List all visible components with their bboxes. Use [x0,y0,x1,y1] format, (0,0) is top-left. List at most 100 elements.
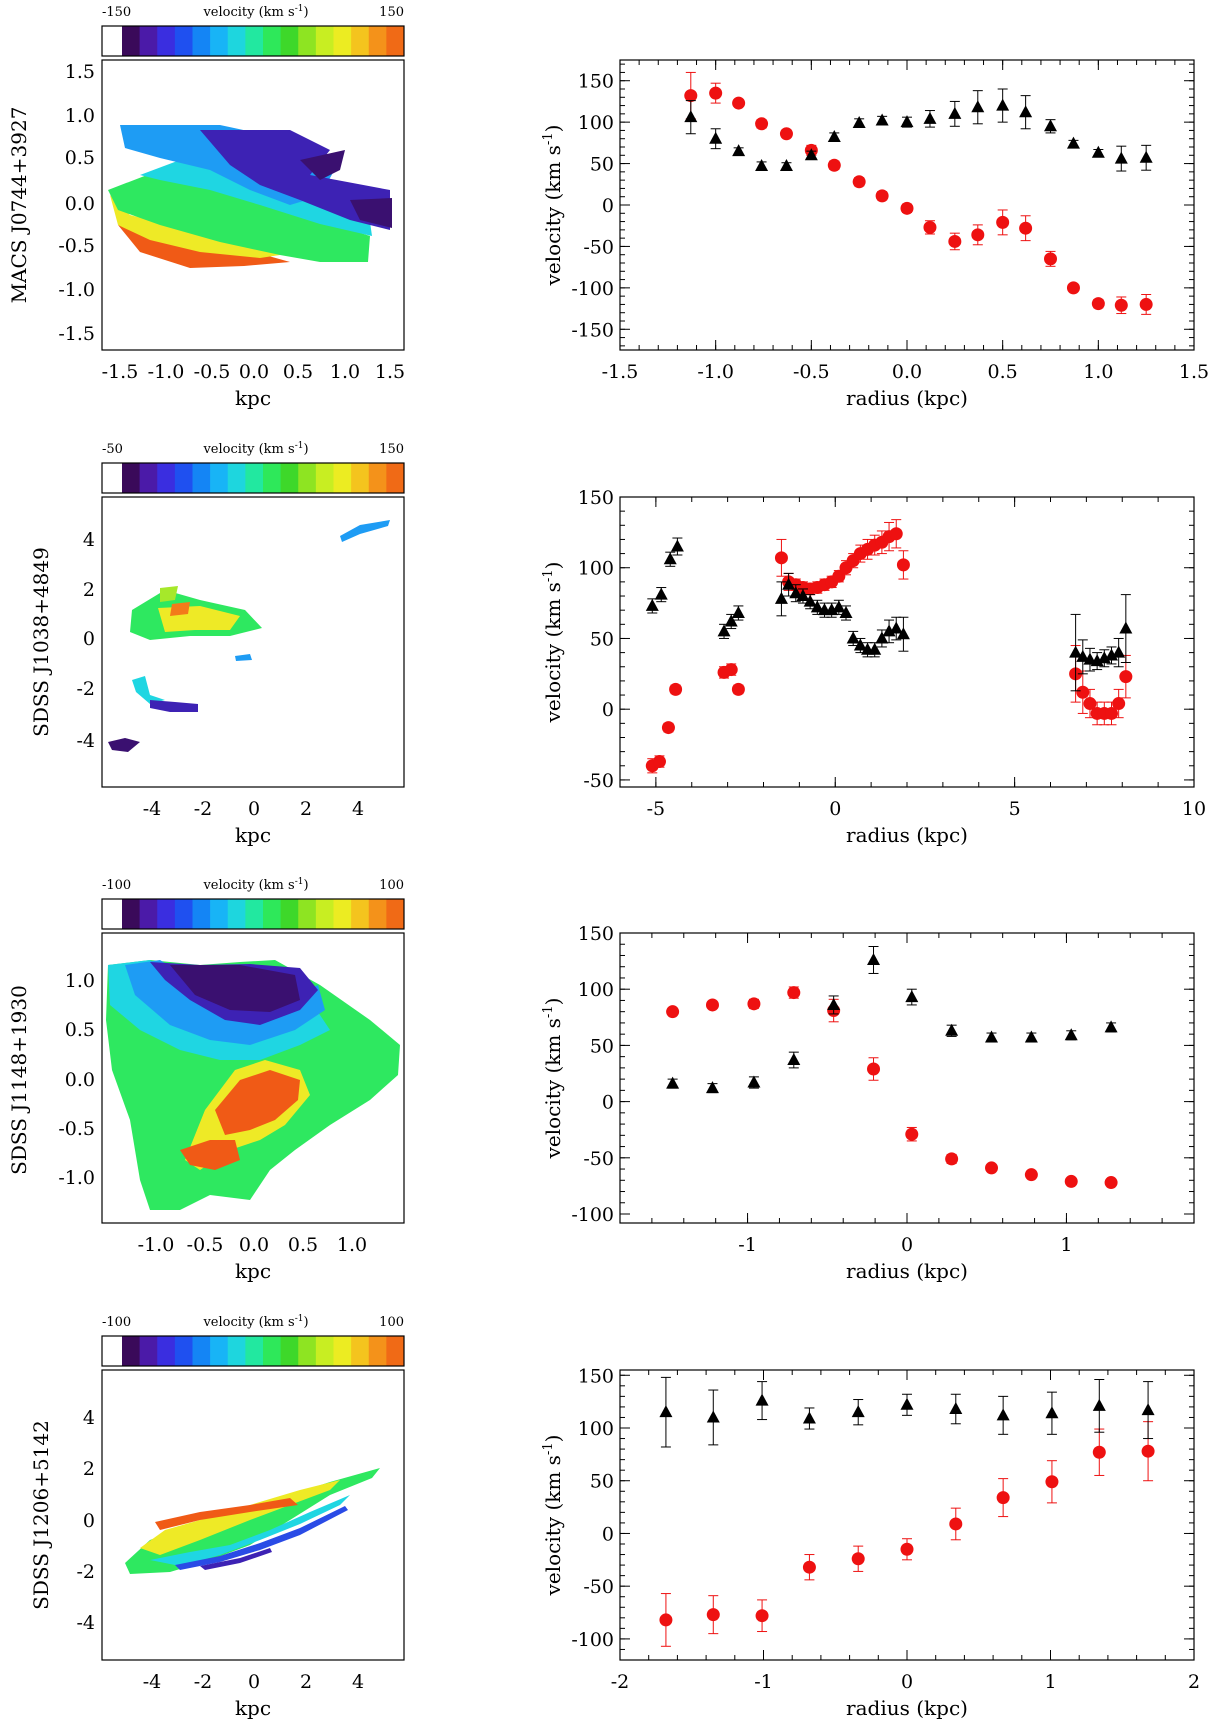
map-region-orange [170,602,190,616]
colorbar-cell [351,26,370,56]
data-point-circle [1119,670,1133,684]
colorbar-cell [174,26,193,56]
x-tick-label: 10 [1182,798,1206,820]
x-tick-label: 2 [1188,1671,1200,1693]
map-ticks-x: -1.0 -0.5 0.0 0.5 1.0 [138,1234,367,1256]
colorbar-cells [102,463,405,493]
map-tick-x-label: 0.5 [288,1234,318,1256]
data-point-triangle [670,539,684,552]
colorbar-cell [386,899,405,929]
data-point-circle [1024,1168,1038,1182]
map-x-axis-label: kpc [235,1696,271,1720]
y-axis-label: velocity (km s-1) [541,1435,565,1597]
map-x-axis-label: kpc [235,386,271,410]
data-point-triangle [948,106,962,119]
map-tick-y-label: 2 [83,579,95,601]
x-tick-label: 0 [829,798,841,820]
data-point-triangle [724,614,738,627]
x-tick-label: 0.5 [988,361,1018,383]
data-point-circle [948,234,962,248]
data-point-triangle [949,1402,963,1415]
y-tick-label: 150 [578,1365,614,1387]
map-region-cyan-blob [132,676,165,704]
data-point-triangle [747,1075,761,1088]
velocity-field [108,125,392,268]
map-tick-y-label: -0.5 [58,235,95,257]
map-tick-x-label: -2 [194,798,213,820]
colorbar-cell [368,1336,387,1366]
map-x-axis-label: kpc [235,823,271,847]
data-point-triangle [796,589,810,602]
series-triangle [684,88,1153,172]
y-tick-label: 50 [590,1471,614,1493]
colorbar-cell [280,26,299,56]
y-tick-label: 100 [578,112,614,134]
map-tick-x-label: 0.0 [239,1234,269,1256]
map-tick-y-label: 2 [83,1458,95,1480]
row-3: -100 velocity (km s-1) 100 -1.0 -0.5 0. [7,877,1195,1283]
data-point-triangle [867,952,881,965]
colorbar-frame [101,462,405,494]
data-point-circle [705,998,719,1012]
y-tick-label: 50 [590,628,614,650]
data-point-triangle [645,598,659,611]
data-point-circle [787,986,801,1000]
data-point-circle [1044,252,1057,266]
map-tick-x-label: -2 [194,1671,213,1693]
colorbar-cell [192,1336,211,1366]
colorbar-cell [351,463,370,493]
x-tick-label: 1 [1044,1671,1056,1693]
colorbar-cell [298,899,317,929]
colorbar-cell [122,463,141,493]
data-point-triangle [1045,1406,1059,1419]
map-tick-x-label: 1.0 [330,361,360,383]
colorbar-min-label: -100 [102,1315,131,1330]
y-axis-label: velocity (km s-1) [541,125,565,287]
velocity-map-4: -4 -2 0 2 4 kpc 4 2 0 -2 -4 SDSS J1206+5… [29,1369,405,1720]
map-region-cyan [140,160,372,236]
colorbar-cell [351,899,370,929]
data-point-triangle [985,1030,999,1043]
data-point-circle [652,755,666,769]
data-point-triangle [900,115,914,128]
data-point-triangle [709,131,723,144]
data-point-triangle [705,1081,719,1094]
data-point-circle [1104,1176,1118,1190]
data-point-circle [923,220,937,234]
colorbar-frame [101,25,405,57]
colorbar-cell [333,463,352,493]
data-point-triangle [996,98,1010,111]
velocity-field [108,520,390,752]
colorbar-title: velocity (km s-1) [202,1314,308,1330]
map-tick-y-label: 1.5 [65,61,95,83]
galaxy-name-label: MACS J0744+3927 [7,107,31,304]
y-tick-label: -50 [583,770,614,792]
colorbar-cell [333,1336,352,1366]
map-tick-x-label: 4 [352,1671,364,1693]
map-tick-y-label: 1.0 [65,105,95,127]
data-point-triangle [945,1023,959,1036]
data-point-circle [1091,297,1105,311]
colorbar-max-label: 150 [379,442,404,457]
map-region-lime [160,586,178,602]
colorbar-cell [245,899,264,929]
colorbar-cell [333,26,352,56]
data-point-triangle [889,621,903,634]
map-tick-x-label: 0 [248,1671,260,1693]
data-point-circle [971,228,985,242]
x-axis-label: radius (kpc) [846,1259,968,1283]
data-point-triangle [684,110,698,123]
series-circle [645,519,1133,774]
map-tick-y-label: 0.5 [65,147,95,169]
map-tick-x-label: -4 [143,798,162,820]
colorbar-cell [227,26,246,56]
data-point-circle [802,1560,816,1574]
data-point-triangle [846,631,860,644]
data-point-circle [1139,297,1153,311]
data-point-triangle [787,1053,801,1066]
colorbar-title: velocity (km s-1) [202,877,308,893]
colorbar-cell [102,463,122,493]
map-tick-y-label: -2 [76,678,95,700]
colorbar-cell [102,899,122,929]
